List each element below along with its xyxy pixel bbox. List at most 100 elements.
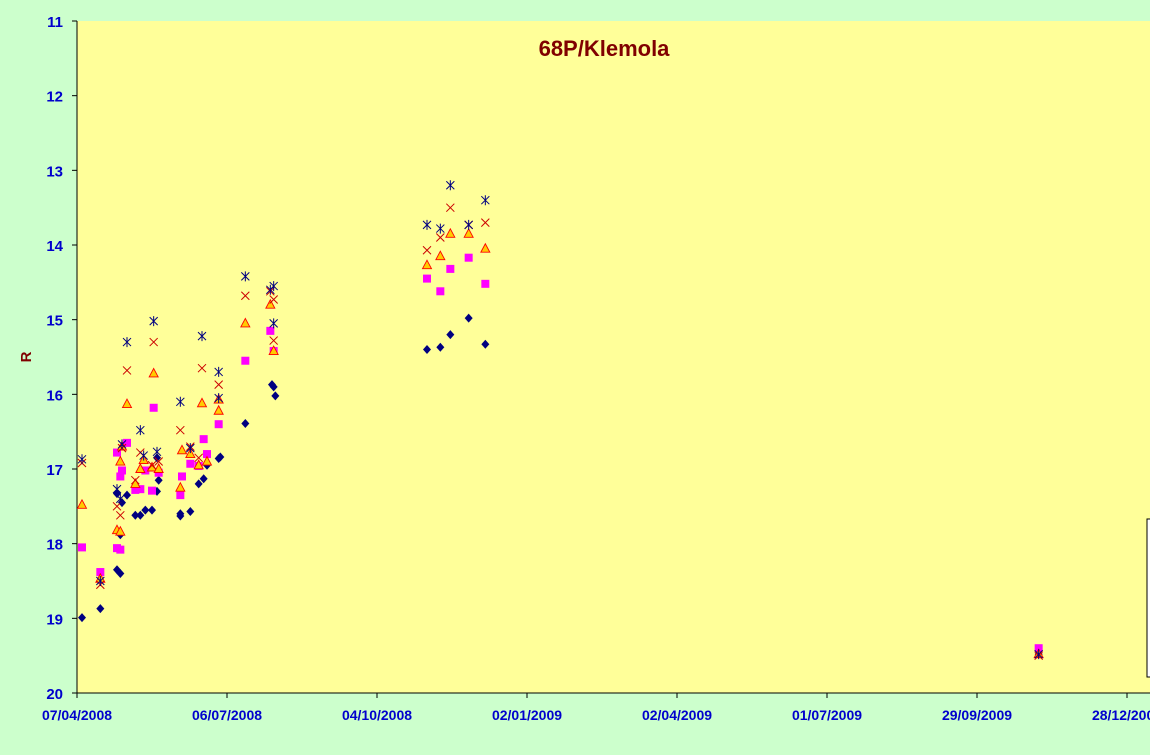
data-point-series-5 [480, 195, 490, 206]
data-point-series-5 [240, 271, 250, 282]
data-point-series-4 [194, 453, 204, 463]
data-point-series-3 [176, 444, 188, 455]
data-point-series-2 [78, 543, 86, 552]
y-axis-ticks: 11 12 13 14 15 16 17 18 19 20 [46, 14, 77, 703]
data-point-series-3 [148, 367, 159, 378]
data-point-series-1 [216, 452, 225, 462]
data-point-series-3 [196, 397, 208, 408]
data-point-series-5 [112, 484, 122, 495]
data-point-series-3 [175, 481, 186, 492]
data-point-series-3 [435, 250, 446, 261]
data-point-series-1 [241, 418, 250, 428]
data-point-series-1 [154, 475, 163, 485]
data-point-series-2 [266, 326, 275, 335]
data-point-series-2 [481, 279, 490, 288]
data-point-series-4 [115, 510, 125, 520]
data-point-series-3 [115, 525, 126, 536]
data-point-series-1 [131, 510, 140, 520]
chart-title: 68P/Klemola [539, 36, 671, 61]
data-point-series-2 [141, 466, 150, 475]
data-point-series-2 [199, 435, 208, 444]
data-point-series-3 [213, 404, 224, 415]
data-point-series-3 [121, 398, 133, 408]
data-point-series-1 [123, 490, 131, 500]
data-point-series-5 [1034, 649, 1044, 660]
data-point-series-1 [446, 330, 455, 340]
x-tick-label: 02/04/2009 [642, 707, 712, 723]
data-points [76, 180, 1044, 661]
data-point-series-4 [269, 336, 279, 345]
data-point-series-5 [269, 281, 279, 292]
data-point-series-4 [197, 363, 207, 373]
plot-area [77, 21, 1150, 693]
data-point-series-1 [481, 339, 490, 349]
data-point-series-2 [116, 545, 125, 554]
data-point-series-5 [435, 223, 445, 234]
data-point-series-5 [445, 180, 455, 191]
data-point-series-5 [139, 450, 149, 461]
data-point-series-4 [435, 233, 445, 242]
data-point-series-2 [176, 491, 185, 500]
y-tick-label: 19 [46, 611, 63, 628]
data-point-series-2 [131, 485, 140, 494]
data-point-series-4 [154, 457, 164, 466]
data-point-series-2 [118, 466, 126, 475]
data-point-series-3 [135, 463, 146, 473]
y-tick-label: 15 [46, 313, 63, 330]
data-point-series-5 [115, 493, 125, 504]
data-point-series-4 [175, 425, 185, 435]
y-tick-label: 13 [46, 163, 63, 180]
data-point-series-1 [148, 505, 156, 515]
x-tick-label: 29/09/2009 [942, 707, 1012, 723]
data-point-series-2 [203, 450, 211, 459]
data-point-series-1 [186, 507, 195, 517]
data-point-series-2 [123, 438, 131, 447]
x-tick-label: 04/10/2008 [342, 707, 412, 723]
data-point-series-3 [130, 477, 141, 488]
data-point-series-5 [117, 439, 127, 450]
data-point-series-3 [268, 345, 279, 355]
data-point-series-1 [199, 474, 208, 484]
data-point-series-4 [269, 295, 279, 304]
data-point-series-2 [446, 264, 455, 273]
data-point-series-2 [423, 274, 431, 283]
y-tick-label: 16 [46, 387, 63, 404]
data-point-series-2 [96, 568, 105, 577]
data-point-series-5 [95, 576, 105, 586]
y-axis-label: R [18, 351, 35, 362]
data-point-series-2 [136, 485, 145, 494]
data-point-series-1 [116, 569, 125, 579]
data-point-series-1 [78, 613, 86, 623]
data-point-series-1 [153, 453, 161, 463]
data-point-series-1 [136, 510, 145, 520]
data-point-series-5 [185, 443, 195, 454]
x-tick-label: 28/12/2009 [1092, 707, 1150, 723]
data-point-series-3 [193, 459, 204, 470]
data-point-series-3 [445, 227, 456, 238]
y-tick-label: 14 [46, 238, 63, 255]
data-point-series-3 [185, 448, 196, 459]
data-point-series-3 [146, 461, 158, 472]
y-tick-label: 12 [46, 89, 63, 106]
data-point-series-1 [464, 313, 473, 323]
y-tick-label: 17 [46, 462, 63, 479]
data-point-series-5 [214, 393, 224, 404]
data-point-series-2 [149, 403, 158, 412]
y-tick-label: 18 [46, 537, 63, 554]
data-point-series-4 [422, 245, 432, 255]
y-tick-label: 11 [47, 14, 63, 31]
data-point-series-2 [241, 356, 250, 365]
data-point-series-3 [265, 298, 276, 309]
data-point-series-4 [122, 366, 132, 375]
y-tick-label: 20 [46, 686, 63, 703]
legend-box-edge [1146, 518, 1150, 678]
data-point-series-4 [214, 380, 224, 389]
data-point-series-2 [178, 472, 186, 481]
data-point-series-1 [176, 511, 185, 521]
data-point-series-2 [148, 486, 156, 495]
data-point-series-5 [135, 425, 145, 436]
data-point-series-2 [464, 253, 473, 262]
data-point-series-5 [422, 219, 432, 230]
data-point-series-2 [1034, 644, 1043, 653]
